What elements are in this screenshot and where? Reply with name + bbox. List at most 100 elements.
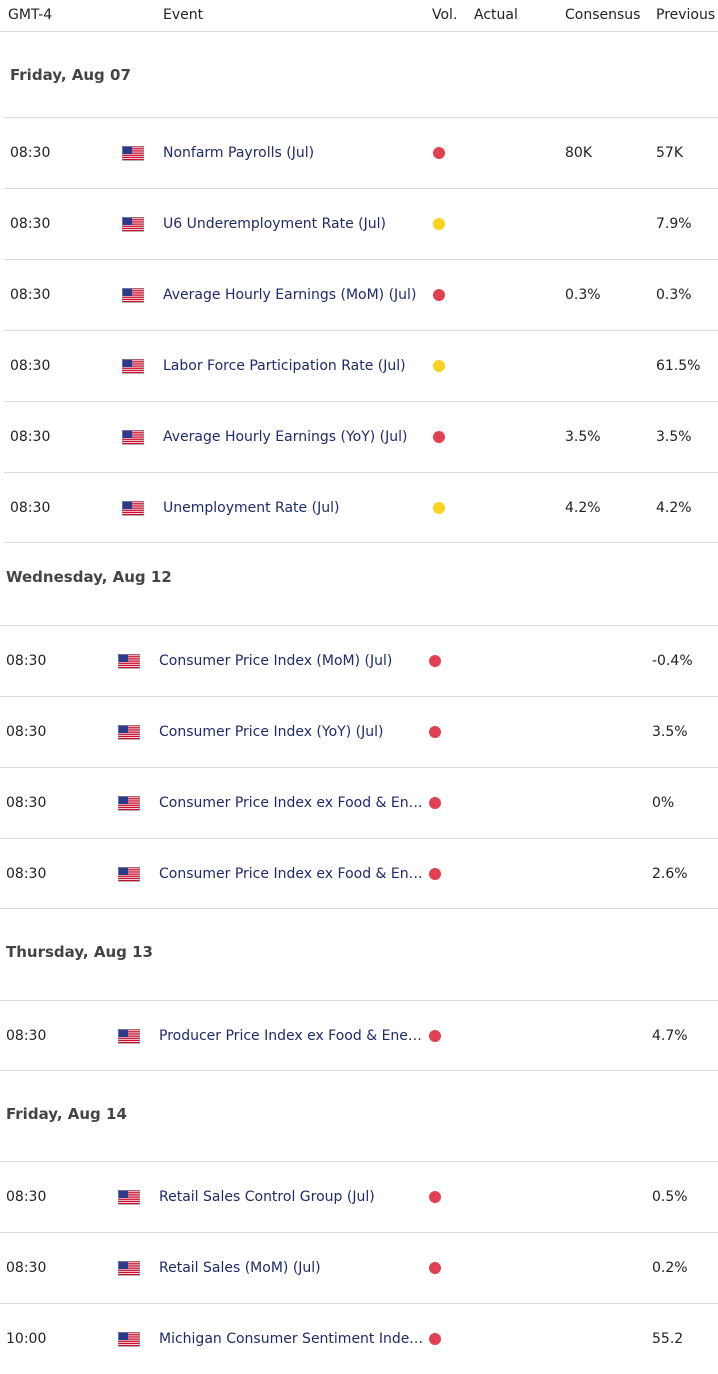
- event-row[interactable]: 08:30 Consumer Price Index (MoM) (Jul) -0.…: [0, 625, 718, 696]
- medium-volatility-icon: [433, 218, 445, 230]
- previous-value: 4.7%: [652, 1028, 688, 1044]
- consensus-value: 0.3%: [565, 287, 601, 303]
- high-volatility-icon: [433, 289, 445, 301]
- event-time: 08:30: [6, 1189, 47, 1205]
- high-volatility-icon: [429, 1030, 441, 1042]
- timezone-header[interactable]: GMT-4: [8, 7, 53, 23]
- previous-value: 2.6%: [652, 866, 688, 882]
- event-time: 08:30: [10, 216, 51, 232]
- previous-value: 3.5%: [652, 724, 688, 740]
- event-name-link[interactable]: Average Hourly Earnings (MoM) (Jul): [163, 287, 417, 303]
- event-row[interactable]: 08:30 Nonfarm Payrolls (Jul) 80K 57K: [4, 117, 718, 188]
- us-flag-icon: [122, 288, 144, 303]
- event-time: 08:30: [6, 866, 47, 882]
- event-row[interactable]: 08:30 Unemployment Rate (Jul) 4.2% 4.2%: [4, 472, 718, 543]
- event-name-link[interactable]: Average Hourly Earnings (YoY) (Jul): [163, 429, 408, 445]
- us-flag-icon: [122, 359, 144, 374]
- consensus-value: 4.2%: [565, 500, 601, 516]
- previous-value: 4.2%: [656, 500, 692, 516]
- high-volatility-icon: [429, 868, 441, 880]
- us-flag-icon: [118, 1332, 140, 1347]
- us-flag-icon: [122, 217, 144, 232]
- us-flag-icon: [118, 725, 140, 740]
- event-name-link[interactable]: Consumer Price Index ex Food & Energy (Y…: [159, 866, 425, 882]
- us-flag-icon: [122, 146, 144, 161]
- previous-value: 61.5%: [656, 358, 701, 374]
- high-volatility-icon: [429, 726, 441, 738]
- actual-header[interactable]: Actual: [474, 7, 518, 23]
- event-name-link[interactable]: U6 Underemployment Rate (Jul): [163, 216, 386, 232]
- event-header[interactable]: Event: [163, 7, 204, 23]
- section-divider: [0, 908, 718, 909]
- previous-value: 57K: [656, 145, 683, 161]
- event-name-link[interactable]: Consumer Price Index (YoY) (Jul): [159, 724, 384, 740]
- previous-value: 55.2: [652, 1331, 684, 1347]
- event-name-link[interactable]: Retail Sales Control Group (Jul): [159, 1189, 375, 1205]
- volatility-header[interactable]: Vol.: [432, 7, 458, 23]
- event-time: 08:30: [6, 724, 47, 740]
- event-time: 08:30: [6, 653, 47, 669]
- medium-volatility-icon: [433, 502, 445, 514]
- event-name-link[interactable]: Unemployment Rate (Jul): [163, 500, 340, 516]
- event-time: 08:30: [6, 1028, 47, 1044]
- event-row[interactable]: 08:30 Consumer Price Index ex Food & Ener…: [0, 838, 718, 909]
- previous-header[interactable]: Previous: [656, 7, 716, 23]
- event-time: 08:30: [10, 145, 51, 161]
- day-heading: Friday, Aug 07: [10, 66, 131, 84]
- event-name-link[interactable]: Producer Price Index ex Food & Energy (Y…: [159, 1028, 425, 1044]
- previous-value: 0.2%: [652, 1260, 688, 1276]
- us-flag-icon: [118, 1029, 140, 1044]
- event-row[interactable]: 08:30 Producer Price Index ex Food & Ener…: [0, 1000, 718, 1071]
- previous-value: 3.5%: [656, 429, 692, 445]
- table-header: GMT-4 Event Vol. Actual Consensus Previo…: [0, 0, 718, 32]
- event-name-link[interactable]: Michigan Consumer Sentiment Index (Aug): [159, 1331, 425, 1347]
- event-time: 08:30: [10, 500, 51, 516]
- event-row[interactable]: 10:00 Michigan Consumer Sentiment Index (…: [0, 1303, 718, 1374]
- section-divider: [0, 1070, 718, 1071]
- event-row[interactable]: 08:30 U6 Underemployment Rate (Jul) 7.9%: [4, 188, 718, 259]
- high-volatility-icon: [433, 147, 445, 159]
- event-row[interactable]: 08:30 Labor Force Participation Rate (Jul…: [4, 330, 718, 401]
- event-row[interactable]: 08:30 Consumer Price Index ex Food & Ener…: [0, 767, 718, 838]
- event-time: 08:30: [10, 358, 51, 374]
- high-volatility-icon: [429, 1333, 441, 1345]
- consensus-header[interactable]: Consensus: [565, 7, 641, 23]
- event-row[interactable]: 08:30 Average Hourly Earnings (YoY) (Jul)…: [4, 401, 718, 472]
- event-row[interactable]: 08:30 Retail Sales (MoM) (Jul) 0.2%: [0, 1232, 718, 1303]
- event-time: 10:00: [6, 1331, 47, 1347]
- us-flag-icon: [122, 430, 144, 445]
- event-time: 08:30: [10, 287, 51, 303]
- us-flag-icon: [118, 1261, 140, 1276]
- high-volatility-icon: [429, 655, 441, 667]
- event-name-link[interactable]: Retail Sales (MoM) (Jul): [159, 1260, 321, 1276]
- us-flag-icon: [118, 654, 140, 669]
- day-heading: Thursday, Aug 13: [6, 943, 153, 961]
- event-time: 08:30: [10, 429, 51, 445]
- us-flag-icon: [118, 796, 140, 811]
- previous-value: -0.4%: [652, 653, 693, 669]
- event-name-link[interactable]: Consumer Price Index ex Food & Energy (M…: [159, 795, 425, 811]
- high-volatility-icon: [433, 431, 445, 443]
- section-divider: [4, 542, 718, 543]
- event-time: 08:30: [6, 1260, 47, 1276]
- previous-value: 0%: [652, 795, 675, 811]
- medium-volatility-icon: [433, 360, 445, 372]
- us-flag-icon: [122, 501, 144, 516]
- event-name-link[interactable]: Nonfarm Payrolls (Jul): [163, 145, 315, 161]
- day-heading: Friday, Aug 14: [6, 1105, 127, 1123]
- event-time: 08:30: [6, 795, 47, 811]
- high-volatility-icon: [429, 797, 441, 809]
- day-heading: Wednesday, Aug 12: [6, 568, 172, 586]
- consensus-value: 3.5%: [565, 429, 601, 445]
- event-row[interactable]: 08:30 Retail Sales Control Group (Jul) 0.5…: [0, 1161, 718, 1232]
- event-name-link[interactable]: Labor Force Participation Rate (Jul): [163, 358, 406, 374]
- previous-value: 0.3%: [656, 287, 692, 303]
- high-volatility-icon: [429, 1262, 441, 1274]
- event-name-link[interactable]: Consumer Price Index (MoM) (Jul): [159, 653, 393, 669]
- us-flag-icon: [118, 867, 140, 882]
- us-flag-icon: [118, 1190, 140, 1205]
- event-row[interactable]: 08:30 Consumer Price Index (YoY) (Jul) 3.5…: [0, 696, 718, 767]
- previous-value: 0.5%: [652, 1189, 688, 1205]
- high-volatility-icon: [429, 1191, 441, 1203]
- event-row[interactable]: 08:30 Average Hourly Earnings (MoM) (Jul)…: [4, 259, 718, 330]
